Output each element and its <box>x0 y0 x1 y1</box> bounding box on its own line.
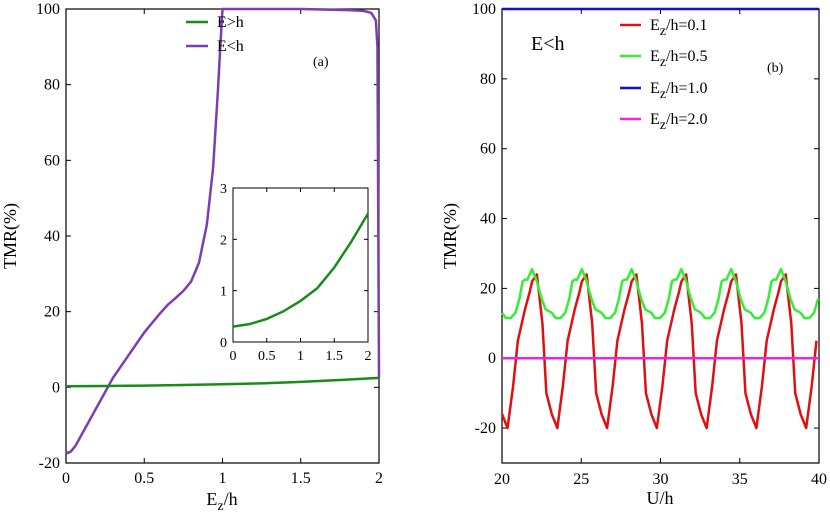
panel-a-ytick-label: -20 <box>39 455 60 472</box>
legend-label-ez-0-5: Ez/h=0.5 <box>650 48 707 70</box>
panel-a-label: (a) <box>313 55 329 70</box>
panel-a-ylabel: TMR(%) <box>0 203 21 269</box>
inset-xtick-label: 1 <box>297 349 304 364</box>
panel-b-annotation: E<h <box>531 33 565 55</box>
inset-ytick-label: 1 <box>220 285 227 300</box>
panel-a-ytick-label: 100 <box>36 1 60 18</box>
inset-ytick-label: 3 <box>220 182 227 197</box>
panel-b-ytick-label: 20 <box>480 280 496 297</box>
panel-a-series-e-less-h <box>65 7 381 455</box>
inset-xtick-label: 1.5 <box>326 349 344 364</box>
inset-ytick-label: 0 <box>220 336 227 351</box>
panel-a-xtick-label: 0.5 <box>134 470 154 487</box>
panel-a-ytick-label: 0 <box>52 379 60 396</box>
inset-xtick-label: 0 <box>230 349 237 364</box>
inset-frame <box>232 187 369 343</box>
panel-a-inset: 0 0.5 1 1.5 2 0 1 2 3 <box>220 182 372 364</box>
panel-b-xtick-label: 40 <box>811 471 827 488</box>
panel-a-xtick-label: 1 <box>219 470 227 487</box>
panel-b-ytick-label: 100 <box>472 1 496 18</box>
panel-a-ytick-label: 20 <box>44 304 60 321</box>
panel-a-ytick-label: 60 <box>44 152 60 169</box>
panel-a-ytick-label: 40 <box>44 228 60 245</box>
panel-b-xtick-label: 35 <box>732 471 748 488</box>
panel-a-series-e-greater-h <box>65 376 380 388</box>
panel-b-xtick-label: 20 <box>494 471 510 488</box>
panel-b-ytick-label: 40 <box>480 211 496 228</box>
panel-b-ylabel: TMR(%) <box>440 203 461 269</box>
panel-b-legend: Ez/h=0.1 Ez/h=0.5 Ez/h=1.0 Ez/h=2.0 <box>620 17 707 133</box>
panel-b-xtick-label: 30 <box>653 471 669 488</box>
panel-a-xlabel: Ez/h <box>206 489 237 514</box>
panel-b: 20 25 30 35 40 -20 0 20 40 60 80 100 TMR(%) U/h (b)… <box>440 1 827 508</box>
panel-a-xtick-label: 1.5 <box>291 470 311 487</box>
panel-b-xtick-label: 25 <box>573 471 589 488</box>
panel-b-ytick-label: -20 <box>475 420 496 437</box>
legend-label-e-greater-h: E>h <box>217 14 244 31</box>
panel-b-ytick-label: 60 <box>480 141 496 158</box>
inset-xtick-label: 0.5 <box>258 349 276 364</box>
legend-label-ez-2-0: Ez/h=2.0 <box>650 111 707 133</box>
panel-b-ytick-label: 80 <box>480 71 496 88</box>
panel-a-xtick-label: 0 <box>62 470 70 487</box>
inset-xtick-label: 2 <box>365 349 372 364</box>
panel-b-label: (b) <box>767 61 784 76</box>
panel-b-ytick-label: 0 <box>488 350 496 367</box>
legend-label-ez-0-1: Ez/h=0.1 <box>650 17 707 39</box>
inset-series-e-greater-h <box>232 213 370 328</box>
panel-a-xtick-label: 2 <box>375 470 383 487</box>
panel-b-series <box>500 7 820 430</box>
inset-ytick-label: 2 <box>220 233 227 248</box>
panel-b-xlabel: U/h <box>647 488 674 508</box>
panel-b-series-ez-0-5 <box>501 267 820 320</box>
inset-series <box>232 213 370 328</box>
panel-a-series <box>65 7 381 455</box>
legend-label-e-less-h: E<h <box>217 38 244 55</box>
inset-ticks: 0 0.5 1 1.5 2 0 1 2 3 <box>220 182 372 364</box>
legend-label-ez-1-0: Ez/h=1.0 <box>650 80 707 102</box>
panel-b-ticks: 20 25 30 35 40 -20 0 20 40 60 80 100 <box>472 1 827 488</box>
panel-b-series-ez-0-1 <box>500 273 818 430</box>
panel-a-ytick-label: 80 <box>44 77 60 94</box>
panel-a-legend: E>h E<h <box>186 14 244 55</box>
